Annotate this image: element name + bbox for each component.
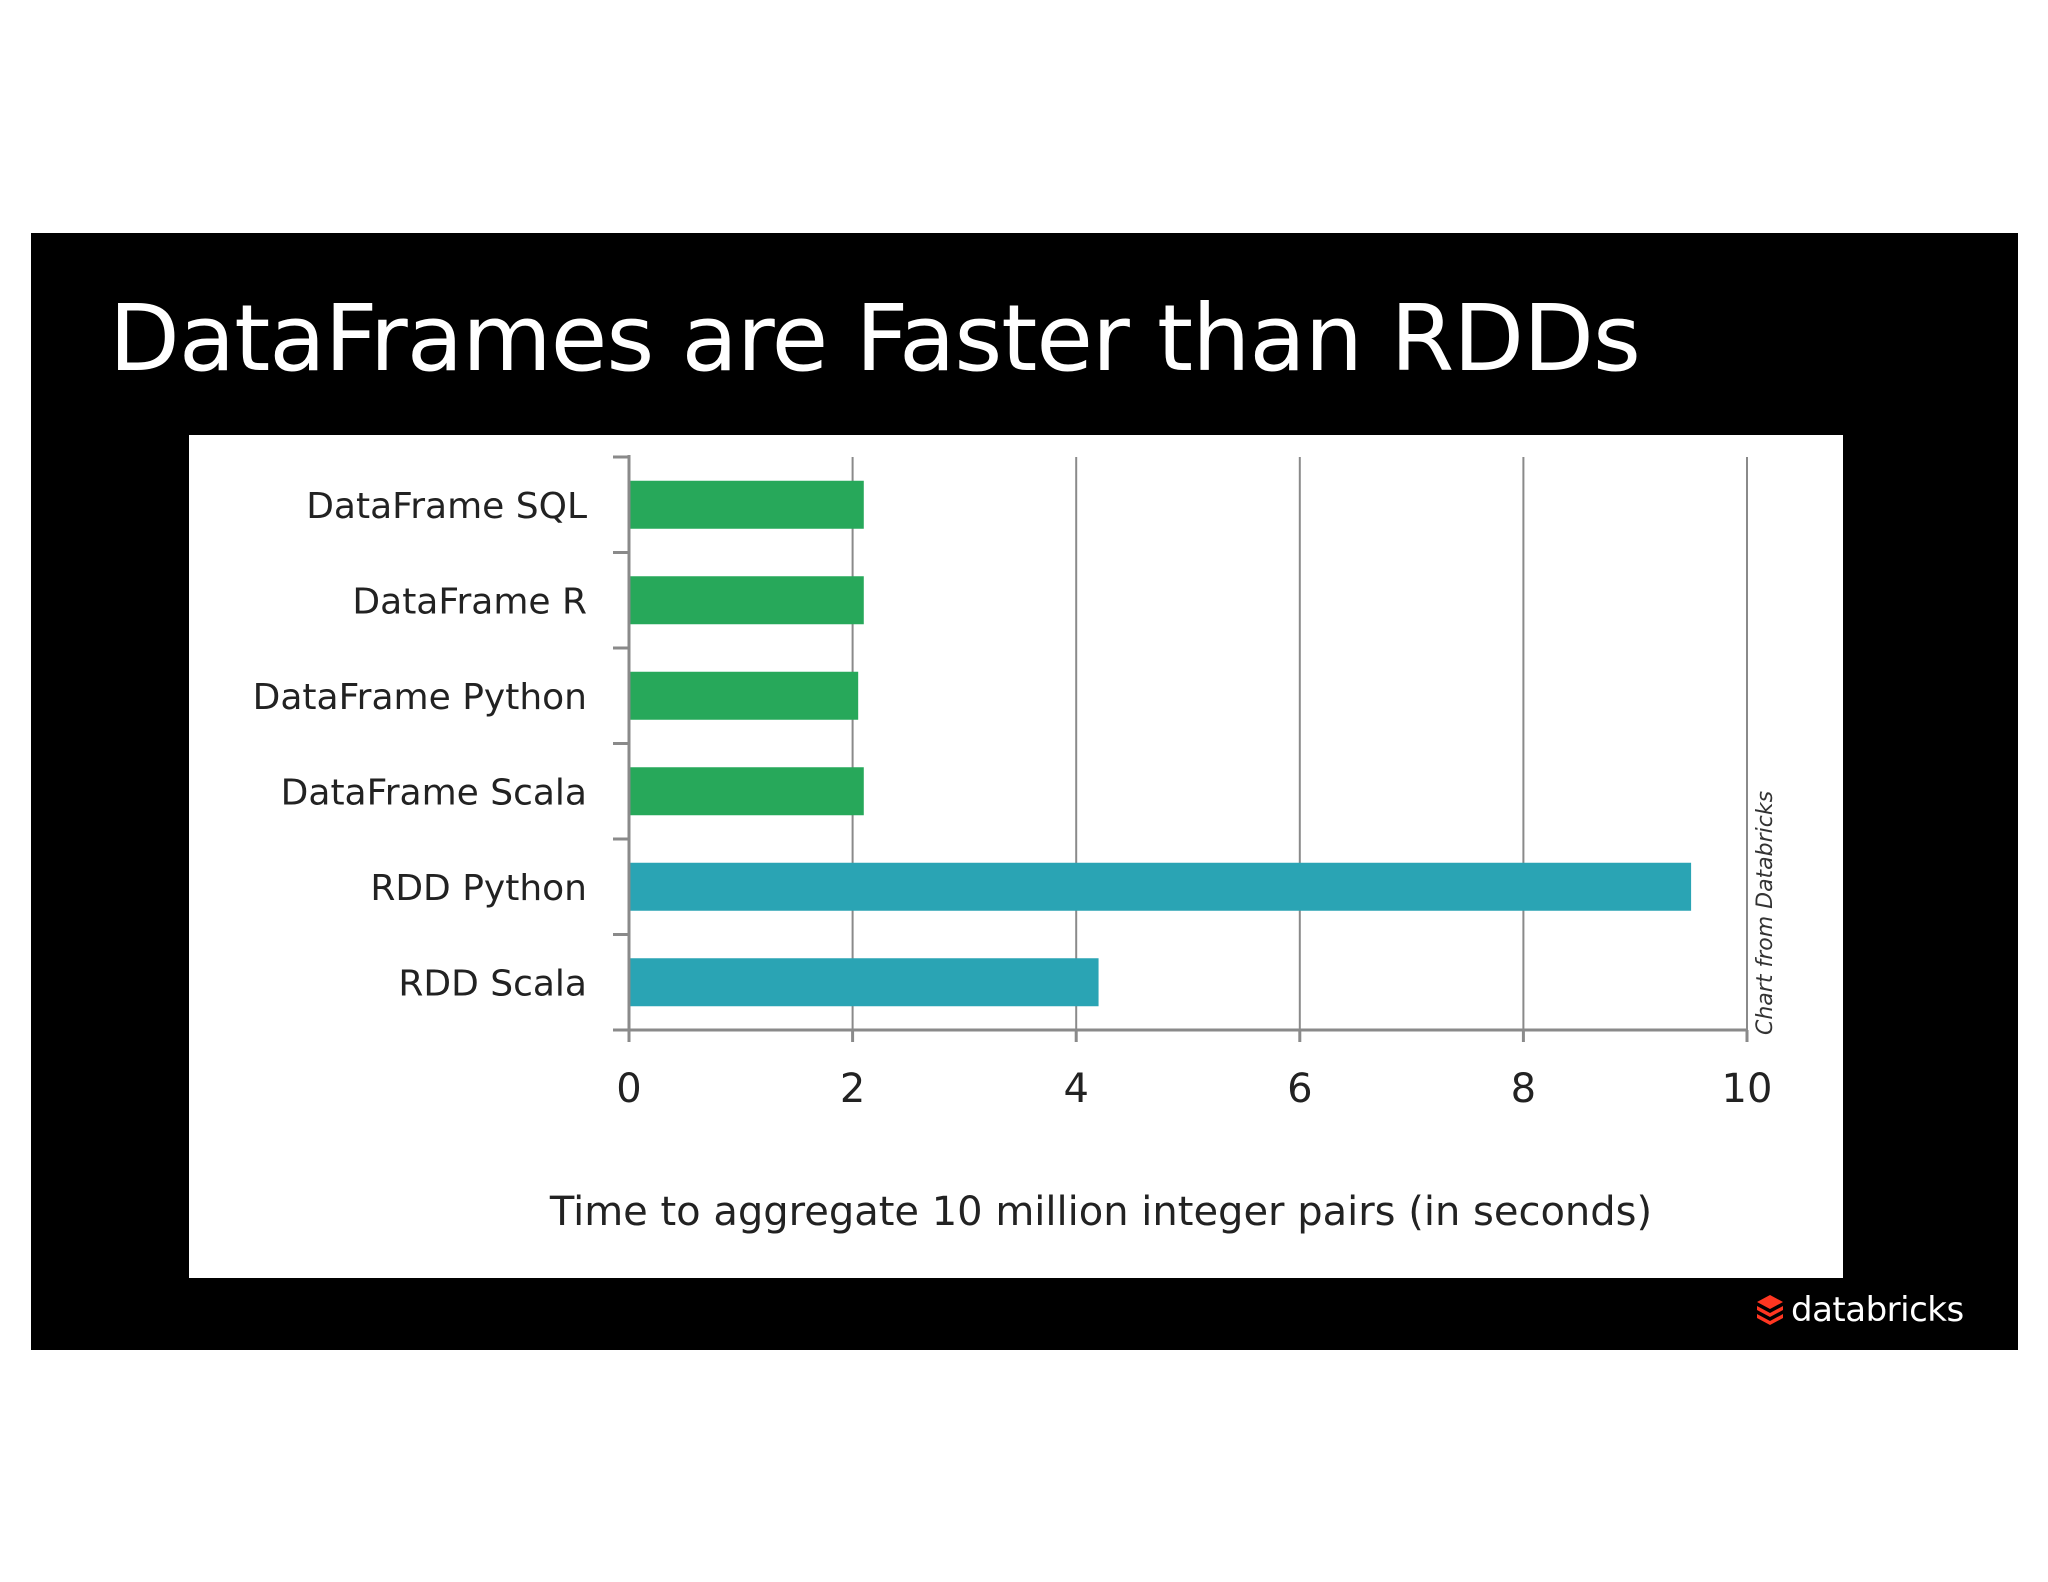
bar — [629, 767, 864, 816]
tick-labels: 0 2 4 6 8 10 — [616, 1066, 1772, 1112]
databricks-stack-icon — [1757, 1295, 1783, 1325]
category-label: RDD Scala — [398, 963, 587, 1004]
bar — [629, 671, 859, 720]
chart-panel: DataFrame SQL DataFrame R DataFrame Python… — [189, 435, 1843, 1278]
databricks-logo: databricks — [1755, 1285, 1964, 1335]
category-label: DataFrame R — [352, 581, 587, 622]
x-tick-label: 6 — [1287, 1066, 1312, 1112]
category-label: DataFrame Python — [253, 677, 587, 718]
axes — [613, 455, 1749, 1042]
bar — [629, 862, 1692, 911]
category-label: DataFrame Scala — [281, 772, 587, 813]
x-tick-label: 8 — [1511, 1066, 1536, 1112]
bar — [629, 576, 864, 625]
bar — [629, 480, 864, 529]
slide: DataFrames are Faster than RDDs DataFram… — [31, 233, 2018, 1350]
x-axis-label: Time to aggregate 10 million integer pai… — [549, 1189, 1652, 1235]
slide-title: DataFrames are Faster than RDDs — [109, 285, 1641, 392]
category-labels: DataFrame SQL DataFrame R DataFrame Python… — [253, 486, 587, 1005]
category-label: DataFrame SQL — [306, 486, 587, 527]
x-tick-label: 4 — [1063, 1066, 1088, 1112]
grid-lines — [851, 457, 1748, 1030]
bars — [629, 480, 1692, 1007]
chart-credit: Chart from Databricks — [1753, 791, 1778, 1035]
x-tick-label: 2 — [840, 1066, 865, 1112]
x-tick-label: 10 — [1722, 1066, 1773, 1112]
category-label: RDD Python — [370, 868, 587, 909]
bar-chart: DataFrame SQL DataFrame R DataFrame Python… — [253, 455, 1778, 1235]
bar — [629, 958, 1099, 1007]
x-tick-label: 0 — [616, 1066, 641, 1112]
logo-text: databricks — [1791, 1290, 1964, 1330]
